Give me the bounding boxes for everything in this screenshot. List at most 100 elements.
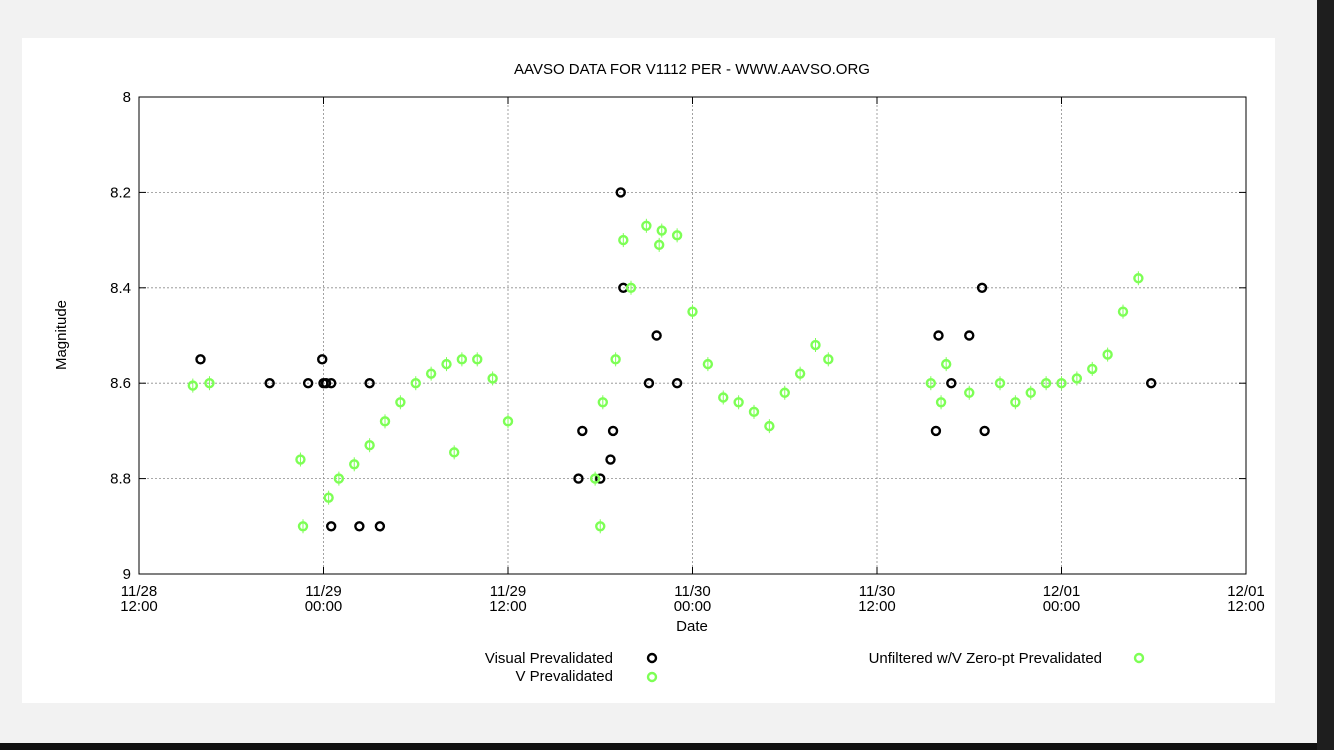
- data-point-unfiltered-w-v-zero-pt-prevalidated: [1102, 349, 1113, 360]
- x-tick-label-date: 12/01: [1043, 583, 1081, 600]
- data-point-visual-prevalidated: [671, 378, 683, 389]
- bottom-edge-strip: [0, 743, 1317, 750]
- legend-label-v: V Prevalidated: [515, 668, 613, 685]
- data-points: [187, 187, 1157, 532]
- data-point-visual-prevalidated: [354, 521, 365, 532]
- data-point-unfiltered-w-v-zero-pt-prevalidated: [323, 492, 334, 503]
- data-point-unfiltered-w-v-zero-pt-prevalidated: [610, 354, 621, 365]
- data-point-visual-prevalidated: [325, 521, 337, 532]
- data-point-visual-prevalidated: [325, 378, 337, 389]
- chart-title: AAVSO DATA FOR V1112 PER - WWW.AAVSO.ORG: [514, 61, 870, 78]
- y-tick-label: 9: [123, 566, 131, 583]
- data-point-unfiltered-w-v-zero-pt-prevalidated: [1117, 306, 1129, 317]
- data-point-unfiltered-w-v-zero-pt-prevalidated: [425, 368, 437, 379]
- data-point-unfiltered-w-v-zero-pt-prevalidated: [718, 392, 729, 403]
- data-point-unfiltered-w-v-zero-pt-prevalidated: [748, 406, 760, 418]
- data-point-v-prevalidated: [295, 454, 306, 465]
- light-curve-chart: 88.28.48.68.8911/2812:0011/2900:0011/291…: [53, 61, 1265, 685]
- data-point-unfiltered-w-v-zero-pt-prevalidated: [994, 378, 1006, 389]
- data-point-visual-prevalidated: [607, 425, 619, 437]
- data-point-unfiltered-w-v-zero-pt-prevalidated: [1025, 387, 1036, 398]
- x-tick-label-date: 11/29: [305, 583, 341, 600]
- data-point-visual-prevalidated: [577, 425, 588, 437]
- data-point-unfiltered-w-v-zero-pt-prevalidated: [441, 358, 452, 370]
- y-tick-label: 8.6: [110, 375, 131, 392]
- data-point-visual-prevalidated: [930, 425, 942, 437]
- data-point-visual-prevalidated: [195, 354, 206, 365]
- data-point-unfiltered-w-v-zero-pt-prevalidated: [456, 354, 468, 365]
- data-point-visual-prevalidated: [976, 282, 988, 294]
- data-point-visual-prevalidated: [302, 378, 314, 389]
- data-point-unfiltered-w-v-zero-pt-prevalidated: [379, 416, 391, 427]
- x-tick-label-date: 11/28: [121, 583, 157, 600]
- data-point-visual-prevalidated: [264, 378, 275, 389]
- data-point-unfiltered-w-v-zero-pt-prevalidated: [794, 368, 806, 379]
- axis-ticks: 88.28.48.68.8911/2812:0011/2900:0011/291…: [110, 89, 1265, 615]
- data-point-unfiltered-w-v-zero-pt-prevalidated: [671, 230, 683, 241]
- data-point-unfiltered-w-v-zero-pt-prevalidated: [702, 358, 714, 370]
- x-tick-label-time: 00:00: [305, 598, 343, 615]
- right-edge-strip: [1317, 0, 1334, 750]
- x-tick-label-time: 12:00: [1227, 598, 1265, 615]
- data-point-visual-prevalidated: [946, 378, 957, 389]
- data-point-unfiltered-w-v-zero-pt-prevalidated: [733, 397, 744, 408]
- legend-label-visual: Visual Prevalidated: [485, 650, 613, 667]
- data-point-unfiltered-w-v-zero-pt-prevalidated: [764, 420, 775, 432]
- data-point-visual-prevalidated: [317, 354, 328, 365]
- data-point-visual-prevalidated: [320, 378, 332, 389]
- data-point-unfiltered-w-v-zero-pt-prevalidated: [472, 354, 483, 365]
- y-tick-label: 8: [123, 89, 131, 106]
- y-tick-label: 8.8: [110, 471, 131, 488]
- data-point-unfiltered-w-v-zero-pt-prevalidated: [618, 234, 629, 246]
- data-point-unfiltered-w-v-zero-pt-prevalidated: [333, 473, 345, 484]
- data-point-v-prevalidated: [187, 380, 199, 391]
- data-point-v-prevalidated: [448, 447, 460, 458]
- data-point-unfiltered-w-v-zero-pt-prevalidated: [395, 397, 406, 408]
- legend-marker-v: [646, 671, 658, 683]
- data-point-v-prevalidated: [940, 358, 952, 370]
- x-tick-label-time: 00:00: [674, 598, 712, 615]
- x-tick-label-time: 00:00: [1043, 598, 1081, 615]
- x-axis-label: Date: [676, 618, 708, 635]
- data-point-visual-prevalidated: [615, 187, 626, 198]
- data-point-unfiltered-w-v-zero-pt-prevalidated: [779, 387, 790, 398]
- data-point-unfiltered-w-v-zero-pt-prevalidated: [597, 397, 609, 408]
- y-axis-label: Magnitude: [53, 300, 70, 370]
- legend-label-unfiltered: Unfiltered w/V Zero-pt Prevalidated: [869, 650, 1102, 667]
- data-point-unfiltered-w-v-zero-pt-prevalidated: [1071, 373, 1083, 384]
- data-point-unfiltered-w-v-zero-pt-prevalidated: [641, 220, 652, 231]
- data-point-unfiltered-w-v-zero-pt-prevalidated: [410, 378, 421, 389]
- error-bars: [192, 218, 1139, 534]
- data-point-visual-prevalidated: [573, 473, 584, 484]
- grid-lines: [139, 97, 1246, 574]
- x-tick-label-date: 11/29: [490, 583, 526, 600]
- data-point-unfiltered-w-v-zero-pt-prevalidated: [625, 282, 637, 294]
- data-point-v-prevalidated: [589, 473, 601, 484]
- data-point-unfiltered-w-v-zero-pt-prevalidated: [502, 416, 514, 427]
- data-point-visual-prevalidated: [364, 378, 375, 389]
- chart-panel: 8 8.2 8.4 8.6 8.8 9 11/28 12:00 11/29 00:00 11/29 1…: [22, 38, 1275, 703]
- x-tick-label-date: 11/30: [859, 583, 895, 600]
- data-point-v-prevalidated: [925, 378, 937, 389]
- data-point-visual-prevalidated: [643, 378, 655, 389]
- data-point-unfiltered-w-v-zero-pt-prevalidated: [1010, 397, 1021, 408]
- data-point-visual-prevalidated: [595, 473, 606, 484]
- legend-marker-unfiltered: [1133, 652, 1145, 664]
- data-point-v-prevalidated: [595, 521, 606, 532]
- data-point-v-prevalidated: [297, 521, 309, 532]
- data-point-unfiltered-w-v-zero-pt-prevalidated: [487, 373, 498, 384]
- data-point-visual-prevalidated: [933, 330, 944, 341]
- data-point-visual-prevalidated: [651, 330, 662, 341]
- x-tick-label-date: 12/01: [1227, 583, 1265, 600]
- data-point-unfiltered-w-v-zero-pt-prevalidated: [823, 354, 834, 365]
- data-point-unfiltered-w-v-zero-pt-prevalidated: [687, 306, 698, 317]
- data-point-unfiltered-w-v-zero-pt-prevalidated: [1087, 363, 1098, 375]
- legend: Visual Prevalidated V Prevalidated Unfil…: [485, 650, 1145, 685]
- data-point-unfiltered-w-v-zero-pt-prevalidated: [1040, 378, 1052, 389]
- x-tick-label-time: 12:00: [120, 598, 158, 615]
- x-tick-label-time: 12:00: [489, 598, 527, 615]
- data-point-unfiltered-w-v-zero-pt-prevalidated: [1056, 378, 1067, 389]
- data-point-unfiltered-w-v-zero-pt-prevalidated: [810, 339, 821, 351]
- data-point-visual-prevalidated: [964, 330, 975, 341]
- data-point-unfiltered-w-v-zero-pt-prevalidated: [1133, 273, 1144, 284]
